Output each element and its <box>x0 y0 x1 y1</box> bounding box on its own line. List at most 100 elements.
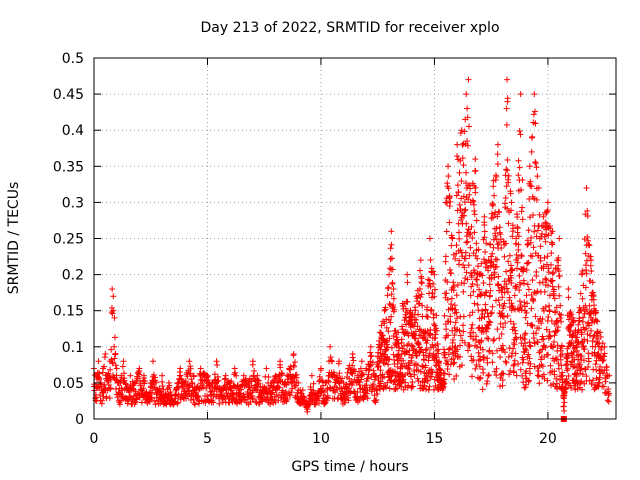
data-point <box>254 381 261 388</box>
data-point <box>254 384 261 391</box>
data-point <box>324 394 331 401</box>
data-point <box>275 397 282 404</box>
data-point <box>112 362 119 369</box>
data-point <box>187 370 194 377</box>
data-point <box>216 400 223 407</box>
data-point <box>132 388 139 395</box>
data-points <box>91 76 613 422</box>
data-point <box>328 357 335 364</box>
data-point <box>374 391 381 398</box>
data-point <box>111 343 118 350</box>
data-point <box>141 380 148 387</box>
data-point <box>291 383 298 390</box>
data-point <box>318 377 325 384</box>
data-point <box>376 386 383 393</box>
data-point <box>268 390 275 397</box>
data-point <box>105 382 112 389</box>
data-point <box>111 355 118 362</box>
data-point <box>315 400 322 407</box>
data-point <box>221 376 228 383</box>
data-point <box>373 396 380 403</box>
data-point <box>203 385 210 392</box>
data-point <box>327 354 334 361</box>
data-point <box>323 397 330 404</box>
data-point <box>349 362 356 369</box>
data-point <box>242 376 249 383</box>
data-point <box>345 385 352 392</box>
data-point <box>364 375 371 382</box>
data-point <box>293 374 300 381</box>
data-point <box>105 378 112 385</box>
data-point <box>309 396 316 403</box>
data-point <box>174 399 181 406</box>
data-point <box>265 373 272 380</box>
data-point <box>370 381 377 388</box>
data-point <box>159 378 166 385</box>
data-point <box>231 383 238 390</box>
data-point <box>214 362 221 369</box>
data-point <box>310 387 317 394</box>
data-point <box>342 393 349 400</box>
data-point <box>215 377 222 384</box>
data-point <box>336 370 343 377</box>
data-point <box>279 370 286 377</box>
data-point <box>329 358 336 365</box>
data-point <box>376 358 383 365</box>
data-point <box>186 382 193 389</box>
data-point <box>107 366 114 373</box>
data-point <box>318 388 325 395</box>
data-point <box>107 385 114 392</box>
data-point <box>290 363 297 370</box>
data-point <box>240 393 247 400</box>
data-point <box>160 386 167 393</box>
data-point <box>277 364 284 371</box>
data-point <box>229 390 236 397</box>
data-point <box>99 397 106 404</box>
data-point <box>138 399 145 406</box>
data-point <box>223 390 230 397</box>
data-point <box>150 371 157 378</box>
data-point <box>194 394 201 401</box>
data-point <box>108 304 115 311</box>
data-point <box>345 397 352 404</box>
data-point <box>371 392 378 399</box>
data-point <box>310 380 317 387</box>
data-point <box>252 398 259 405</box>
data-point <box>112 350 119 357</box>
data-point <box>119 363 126 370</box>
data-point <box>152 401 159 408</box>
data-point <box>288 389 295 396</box>
data-point <box>166 382 173 389</box>
data-point <box>186 370 193 377</box>
data-point <box>214 373 221 380</box>
data-point <box>204 393 211 400</box>
data-point <box>230 391 237 398</box>
data-point <box>267 401 274 408</box>
data-point <box>106 395 113 402</box>
data-point <box>350 357 357 364</box>
data-point <box>187 365 194 372</box>
data-point <box>361 382 368 389</box>
data-point <box>287 392 294 399</box>
data-point <box>367 349 374 356</box>
data-point <box>237 397 244 404</box>
data-point <box>110 307 117 314</box>
data-point <box>133 395 140 402</box>
data-point <box>375 362 382 369</box>
data-point <box>347 389 354 396</box>
data-point <box>202 399 209 406</box>
data-point <box>356 379 363 386</box>
data-point <box>167 388 174 395</box>
data-point <box>251 367 258 374</box>
data-point <box>357 365 364 372</box>
data-point <box>141 377 148 384</box>
data-point <box>233 372 240 379</box>
data-point <box>330 387 337 394</box>
data-point <box>211 371 218 378</box>
data-point <box>341 399 348 406</box>
data-point <box>177 372 184 379</box>
data-point <box>104 387 111 394</box>
data-point <box>96 370 103 377</box>
data-point <box>111 334 118 341</box>
